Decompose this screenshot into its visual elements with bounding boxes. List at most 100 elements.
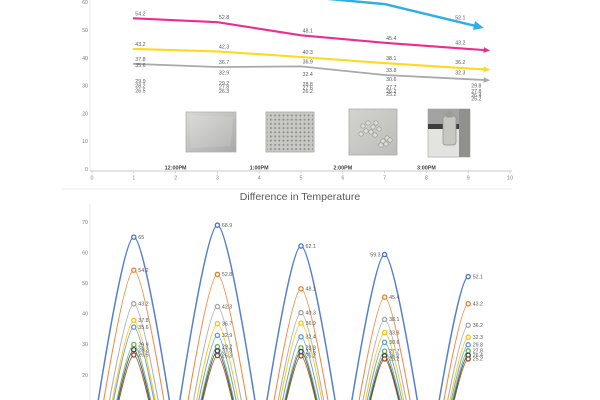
pellets [358, 120, 393, 148]
y-tick-label: 30 [82, 342, 88, 348]
data-label: 25.2 [389, 357, 399, 363]
data-label: 52.8 [219, 15, 229, 21]
data-point-marker [465, 334, 471, 340]
y-tick-label: 40 [82, 56, 88, 62]
data-label: 29.9 [135, 79, 145, 85]
data-point-marker [465, 356, 471, 362]
x-tick-label: 2 [174, 176, 177, 182]
y-tick-label: 0 [85, 167, 88, 173]
y-tick-label: 20 [82, 111, 88, 117]
series-line [132, 63, 485, 81]
data-label: 28.2 [135, 84, 145, 90]
data-label: 32.4 [303, 72, 313, 78]
data-point-marker [214, 222, 221, 228]
x-tick-label: 8 [425, 176, 428, 182]
data-label: 29.8 [473, 343, 483, 349]
data-label: 59.3 [370, 252, 380, 258]
data-label: 33.8 [389, 330, 399, 336]
series-arrowhead [483, 66, 491, 73]
data-point-marker [465, 273, 471, 280]
data-point-marker [381, 339, 388, 346]
data-point-marker [214, 303, 221, 310]
series-line [327, 0, 476, 27]
data-point-marker [298, 243, 304, 249]
data-label: 30.6 [389, 340, 399, 346]
data-label: 26.2 [306, 354, 316, 360]
data-point-marker [465, 301, 471, 307]
data-label: 62.1 [306, 244, 316, 250]
y-tick-label: 50 [82, 281, 88, 287]
data-label: 68.9 [222, 223, 232, 229]
data-point-marker [214, 352, 221, 359]
data-label: 27.6 [303, 85, 313, 91]
data-point-marker [131, 267, 137, 273]
time-annotation: 1:00PM [250, 166, 269, 172]
data-label: 40.3 [306, 310, 316, 316]
data-point-marker [298, 309, 304, 316]
y-tick-label: 10 [82, 139, 88, 145]
data-label: 36.9 [306, 321, 316, 327]
data-point-marker [131, 317, 137, 324]
data-label: 29.8 [471, 84, 481, 90]
data-label: 42.3 [222, 304, 232, 310]
x-tick-label: 5 [300, 176, 303, 182]
data-label: 32.3 [455, 71, 465, 77]
data-label: 38.1 [389, 317, 399, 323]
y-tick-label: 60 [82, 0, 88, 6]
data-point-marker [131, 341, 137, 348]
data-label: 52.1 [473, 274, 483, 280]
x-tick-label: 3 [216, 176, 219, 182]
data-label: 37.8 [135, 57, 145, 63]
y-tick-label: 30 [82, 84, 88, 90]
data-label: 65 [138, 235, 144, 241]
series-arrowhead [483, 47, 491, 53]
series-line [132, 47, 485, 71]
data-label: 54.2 [138, 268, 148, 274]
data-point-marker [298, 320, 304, 326]
data-label: 52.1 [455, 16, 465, 22]
data-label: 27.8 [219, 85, 229, 91]
x-tick-label: 10 [507, 176, 513, 182]
y-tick-label: 70 [82, 220, 88, 226]
data-point-marker [298, 334, 304, 340]
data-label: 25.2 [386, 92, 396, 98]
data-label: 36.7 [222, 321, 232, 327]
data-label: 36.7 [219, 60, 229, 66]
peak-curve [351, 253, 419, 400]
data-label: 45.4 [389, 295, 399, 301]
data-label: 26.5 [135, 88, 145, 94]
time-annotation: 3:00PM [417, 166, 436, 172]
data-label: 26.4 [473, 353, 483, 359]
data-point-marker [131, 234, 137, 240]
series-line [132, 17, 485, 52]
data-point-marker [298, 286, 304, 292]
series-arrowhead [483, 77, 491, 83]
data-label: 43.2 [138, 302, 148, 308]
data-label: 27.8 [222, 349, 232, 355]
data-label: 35.6 [138, 325, 148, 331]
data-label: 30.6 [386, 77, 396, 83]
data-label: 36.9 [303, 59, 313, 65]
photo-perforated-metal-sheet [265, 111, 315, 153]
data-point-marker [214, 343, 221, 350]
data-point-marker [465, 322, 471, 328]
data-label: 28.8 [306, 346, 316, 352]
data-point-marker [131, 352, 137, 358]
photo-spray-bottle [427, 108, 471, 158]
series-arrowhead [473, 21, 484, 30]
data-label: 27.7 [386, 85, 396, 91]
data-point-marker [381, 348, 388, 354]
data-point-marker [465, 348, 471, 354]
data-label: 48.1 [306, 287, 316, 293]
data-point-marker [131, 346, 137, 353]
data-label: 35.6 [135, 63, 145, 69]
data-label: 36.2 [455, 60, 465, 66]
peak-curve [438, 275, 469, 400]
data-label: 37.8 [138, 318, 148, 324]
data-label: 26.2 [389, 354, 399, 360]
data-point-marker [214, 348, 221, 354]
peak-curve [273, 288, 329, 400]
data-label: 27.8 [471, 89, 481, 95]
